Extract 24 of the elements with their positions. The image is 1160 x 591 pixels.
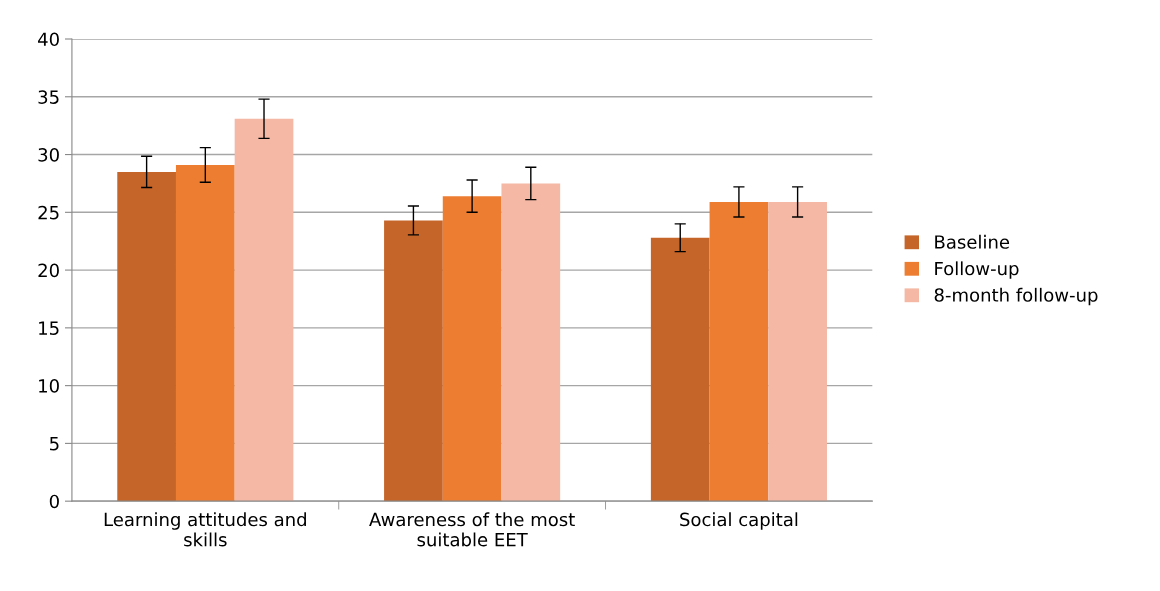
y-tick-label: 0 [49, 494, 59, 509]
y-tick-label: 15 [39, 321, 59, 335]
y-tick-label: 40 [38, 32, 59, 47]
y-tick-label: 35 [38, 90, 59, 104]
legend-label: 8-month follow-up [934, 287, 1098, 306]
bar [234, 118, 294, 502]
bar [384, 220, 443, 502]
y-tick-label: 30 [38, 148, 59, 162]
y-tick-label: 25 [38, 205, 59, 220]
x-tick-label: Awareness of the most suitable EET [369, 512, 575, 547]
y-tick-label: 5 [50, 437, 59, 451]
bar [501, 183, 561, 502]
y-tick-label: 20 [38, 263, 59, 278]
legend-label: Follow-up [935, 261, 1019, 279]
y-tick-label: 10 [39, 379, 59, 393]
bar [117, 171, 176, 502]
bar [768, 201, 827, 502]
x-tick-label: Learning attitudes and skills [104, 512, 306, 547]
x-tick-label: Social capital [680, 512, 798, 530]
bar [650, 237, 710, 502]
bar [709, 201, 769, 502]
legend-label: Baseline [935, 234, 1010, 249]
bar [175, 164, 235, 502]
bar [442, 196, 502, 502]
